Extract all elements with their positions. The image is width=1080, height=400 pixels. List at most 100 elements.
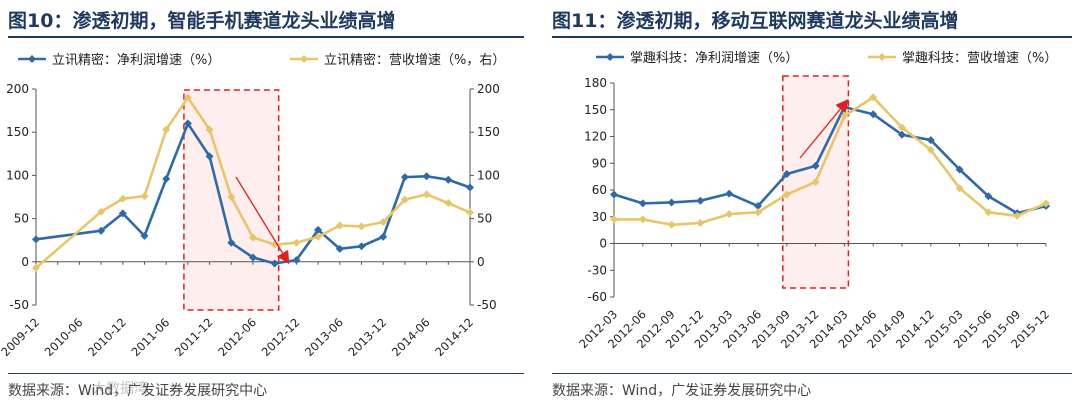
- x-tick-label: 2012-12: [259, 315, 303, 359]
- legend-swatch-marker: [300, 55, 308, 63]
- data-point-1: [183, 119, 192, 128]
- data-point-2: [667, 220, 676, 229]
- data-point-2: [926, 145, 935, 154]
- y-tick-label-left: 150: [584, 103, 607, 117]
- y-tick-label-left: 100: [6, 168, 29, 182]
- data-point-2: [638, 215, 647, 224]
- data-point-1: [898, 130, 906, 139]
- y-tick-label-left: 0: [21, 255, 29, 269]
- series-line-2: [614, 95, 1047, 227]
- data-point-2: [466, 208, 474, 217]
- source-note-left: 数据来源：Wind，广发证券发展研究中心: [8, 383, 268, 399]
- x-tick-label: 2009-12: [0, 315, 42, 359]
- data-point-1: [811, 161, 820, 170]
- y-tick-label-right: 100: [477, 168, 500, 182]
- x-tick-label: 2012-06: [215, 315, 259, 359]
- legend-label: 立讯精密：净利润增速（%）: [52, 52, 220, 68]
- data-point-2: [725, 210, 734, 219]
- data-point-2: [227, 193, 236, 201]
- data-point-1: [140, 231, 149, 240]
- x-tick-label: 2010-12: [85, 315, 129, 359]
- data-point-1: [97, 226, 106, 235]
- data-point-2: [782, 190, 791, 199]
- y-tick-label-left: 120: [584, 130, 607, 144]
- data-point-1: [782, 169, 791, 178]
- data-point-2: [811, 177, 820, 186]
- source-divider-right: [552, 373, 1072, 374]
- source-divider-left: [8, 373, 524, 374]
- data-point-1: [357, 242, 366, 251]
- data-point-2: [754, 208, 762, 217]
- data-point-1: [696, 196, 705, 205]
- y-tick-label-left: 50: [14, 212, 29, 226]
- x-tick-label: 2014-12: [432, 315, 476, 359]
- data-point-1: [249, 253, 257, 262]
- data-point-1: [667, 198, 676, 207]
- x-tick-label: 2013-06: [302, 315, 346, 359]
- y-tick-label-left: 90: [592, 156, 607, 170]
- data-point-1: [400, 173, 409, 182]
- y-tick-label-left: 0: [599, 237, 607, 251]
- x-tick-label: 2011-06: [128, 315, 172, 359]
- data-point-2: [205, 125, 214, 134]
- legend-swatch-marker: [606, 53, 614, 61]
- data-point-2: [444, 199, 453, 208]
- data-point-2: [118, 194, 127, 203]
- y-tick-label-right: 50: [477, 212, 492, 226]
- chart-right: -60-3003060901201501802012-032012-062012…: [576, 51, 1057, 351]
- data-point-1: [335, 244, 344, 253]
- y-tick-label-right: 0: [477, 255, 485, 269]
- data-point-1: [314, 225, 323, 234]
- data-point-1: [422, 172, 431, 181]
- legend-swatch-marker: [28, 55, 36, 63]
- data-point-2: [955, 184, 964, 193]
- legend-label: 掌趣科技：营收增速（%）: [902, 51, 1057, 66]
- data-point-2: [97, 207, 106, 216]
- trend-arrow: [799, 98, 849, 159]
- data-point-1: [638, 199, 647, 208]
- data-point-2: [610, 215, 618, 224]
- legend-swatch-marker: [878, 53, 886, 61]
- data-point-2: [840, 111, 849, 120]
- series-line-1: [613, 105, 1047, 215]
- data-point-1: [869, 110, 878, 119]
- y-tick-label-left: -30: [587, 263, 607, 277]
- figure-title-left: 图10：渗透初期，智能手机赛道龙头业绩高增: [8, 10, 396, 32]
- y-tick-label-left: 200: [6, 82, 29, 96]
- figure-title-right: 图11：渗透初期，移动互联网赛道龙头业绩高增: [552, 10, 959, 32]
- y-tick-label-left: -50: [9, 298, 29, 312]
- data-point-1: [984, 192, 993, 201]
- data-point-2: [898, 123, 906, 132]
- trend-arrow: [235, 176, 290, 265]
- data-point-1: [292, 256, 301, 265]
- data-point-1: [227, 238, 236, 247]
- x-tick-label: 2011-12: [172, 315, 216, 359]
- data-point-1: [466, 183, 474, 192]
- data-point-2: [162, 125, 171, 134]
- x-tick-label: 2010-06: [42, 315, 86, 359]
- legend-label: 立讯精密：营收增速（%，右）: [324, 52, 505, 68]
- data-point-2: [249, 233, 257, 242]
- y-tick-label-left: -60: [587, 290, 607, 304]
- data-point-2: [379, 218, 388, 227]
- data-point-2: [292, 238, 301, 247]
- data-point-1: [32, 235, 40, 244]
- data-point-1: [955, 165, 964, 174]
- x-tick-label: 2014-06: [389, 315, 433, 359]
- y-tick-label-right: -50: [477, 298, 497, 312]
- data-point-1: [725, 189, 734, 198]
- data-point-1: [926, 136, 935, 145]
- data-point-2: [183, 93, 192, 102]
- data-point-2: [1013, 211, 1022, 220]
- data-point-2: [32, 263, 40, 272]
- data-point-2: [1042, 199, 1050, 208]
- data-point-1: [205, 152, 214, 161]
- data-point-2: [984, 208, 993, 217]
- source-note-right: 数据来源：Wind，广发证券发展研究中心: [552, 383, 812, 399]
- data-point-2: [335, 221, 344, 230]
- data-point-2: [869, 93, 878, 102]
- y-tick-label-left: 30: [592, 210, 607, 224]
- title-divider-left: [8, 36, 524, 38]
- data-point-1: [610, 190, 618, 199]
